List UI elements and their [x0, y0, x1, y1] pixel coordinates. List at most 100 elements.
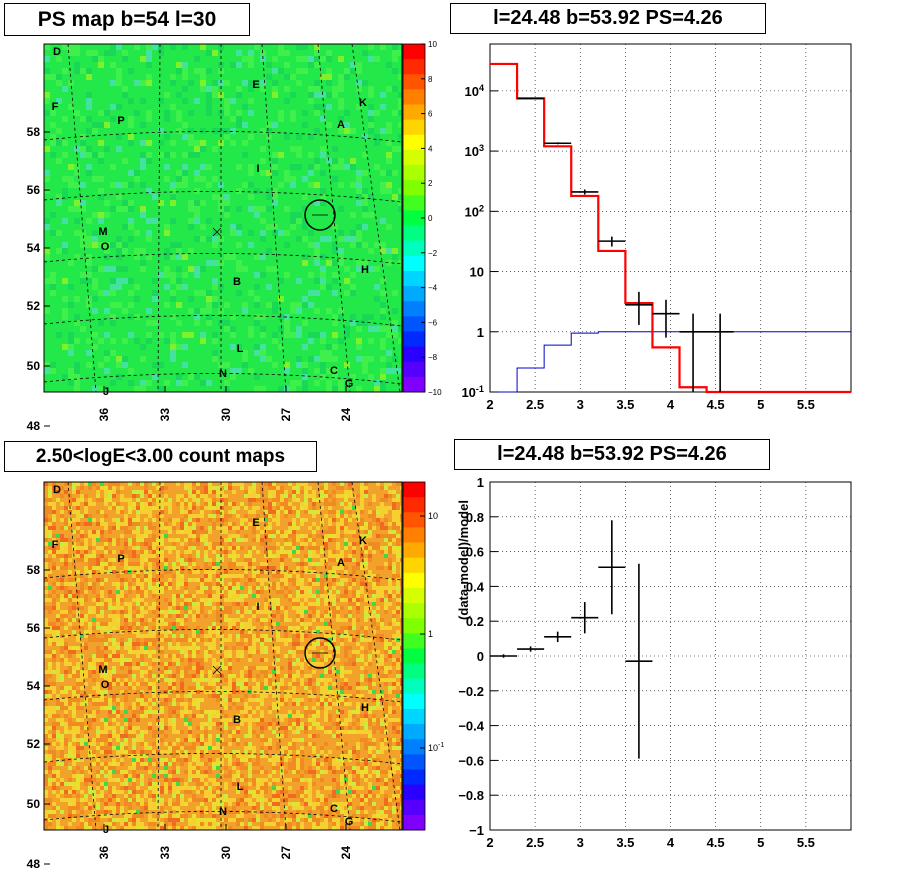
map-pixel — [300, 578, 304, 582]
map-pixel — [104, 542, 108, 546]
map-pixel — [372, 550, 376, 554]
map-pixel — [146, 44, 152, 50]
map-pixel — [188, 570, 192, 574]
map-pixel — [136, 738, 140, 742]
map-pixel — [356, 750, 360, 754]
map-pixel — [388, 538, 392, 542]
map-pixel — [196, 630, 200, 634]
map-pixel — [304, 562, 308, 566]
map-pixel — [248, 666, 252, 670]
map-pixel — [60, 718, 64, 722]
map-pixel — [348, 694, 352, 698]
map-pixel — [128, 650, 132, 654]
map-pixel — [80, 618, 84, 622]
map-pixel — [368, 338, 374, 344]
map-pixel — [98, 158, 104, 164]
map-pixel — [336, 722, 340, 726]
map-pixel — [240, 486, 244, 490]
map-pixel — [184, 486, 188, 490]
map-pixel — [312, 522, 316, 526]
map-pixel — [92, 566, 96, 570]
map-pixel — [396, 514, 400, 518]
map-pixel — [276, 694, 280, 698]
map-pixel — [212, 750, 216, 754]
map-pixel — [308, 590, 312, 594]
map-pixel — [68, 482, 72, 486]
map-pixel — [360, 586, 364, 590]
map-pixel — [292, 710, 296, 714]
map-pixel — [228, 622, 232, 626]
map-pixel — [348, 598, 352, 602]
map-pixel — [230, 332, 236, 338]
map-pixel — [272, 570, 276, 574]
map-pixel — [68, 654, 72, 658]
map-pixel — [136, 598, 140, 602]
map-pixel — [180, 746, 184, 750]
map-pixel — [170, 188, 176, 194]
map-pixel — [242, 182, 248, 188]
map-pixel — [224, 570, 228, 574]
map-pixel — [128, 590, 132, 594]
map-pixel — [272, 638, 276, 642]
map-pixel — [316, 554, 320, 558]
map-pixel — [194, 176, 200, 182]
map-pixel — [360, 510, 364, 514]
map-pixel — [244, 514, 248, 518]
map-pixel — [386, 188, 392, 194]
map-pixel — [252, 594, 256, 598]
map-pixel — [68, 746, 72, 750]
map-pixel — [172, 686, 176, 690]
map-pixel — [284, 566, 288, 570]
map-pixel — [392, 44, 398, 50]
map-pixel — [232, 594, 236, 598]
map-pixel — [348, 658, 352, 662]
map-pixel — [244, 538, 248, 542]
map-pixel — [344, 326, 350, 332]
map-pixel — [296, 538, 300, 542]
map-pixel — [220, 506, 224, 510]
map-pixel — [388, 494, 392, 498]
map-pixel — [188, 546, 192, 550]
map-pixel — [146, 254, 152, 260]
map-pixel — [372, 494, 376, 498]
map-pixel — [352, 542, 356, 546]
map-pixel — [240, 598, 244, 602]
map-pixel — [192, 650, 196, 654]
map-pixel — [236, 598, 240, 602]
map-pixel — [128, 482, 132, 486]
map-pixel — [328, 658, 332, 662]
map-pixel — [132, 686, 136, 690]
map-pixel — [312, 706, 316, 710]
map-pixel — [356, 726, 360, 730]
map-pixel — [140, 510, 144, 514]
map-pixel — [172, 546, 176, 550]
map-pixel — [312, 678, 316, 682]
map-pixel — [368, 212, 374, 218]
map-pixel — [268, 614, 272, 618]
map-pixel — [384, 586, 388, 590]
map-pixel — [184, 526, 188, 530]
map-pixel — [50, 74, 56, 80]
map-pixel — [384, 646, 388, 650]
map-pixel — [208, 498, 212, 502]
map-pixel — [400, 610, 402, 614]
map-pixel — [182, 170, 188, 176]
map-pixel — [44, 254, 50, 260]
map-pixel — [164, 338, 170, 344]
map-pixel — [108, 566, 112, 570]
map-pixel — [388, 578, 392, 582]
map-pixel — [168, 646, 172, 650]
map-pixel — [96, 646, 100, 650]
map-pixel — [192, 606, 196, 610]
map-pixel — [388, 690, 392, 694]
map-pixel — [172, 754, 176, 758]
map-pixel — [48, 750, 52, 754]
map-pixel — [104, 110, 110, 116]
map-pixel — [192, 506, 196, 510]
map-pixel — [60, 614, 64, 618]
map-pixel — [176, 662, 180, 666]
map-pixel — [312, 550, 316, 554]
map-pixel — [44, 514, 48, 518]
map-pixel — [336, 522, 340, 526]
map-pixel — [152, 650, 156, 654]
